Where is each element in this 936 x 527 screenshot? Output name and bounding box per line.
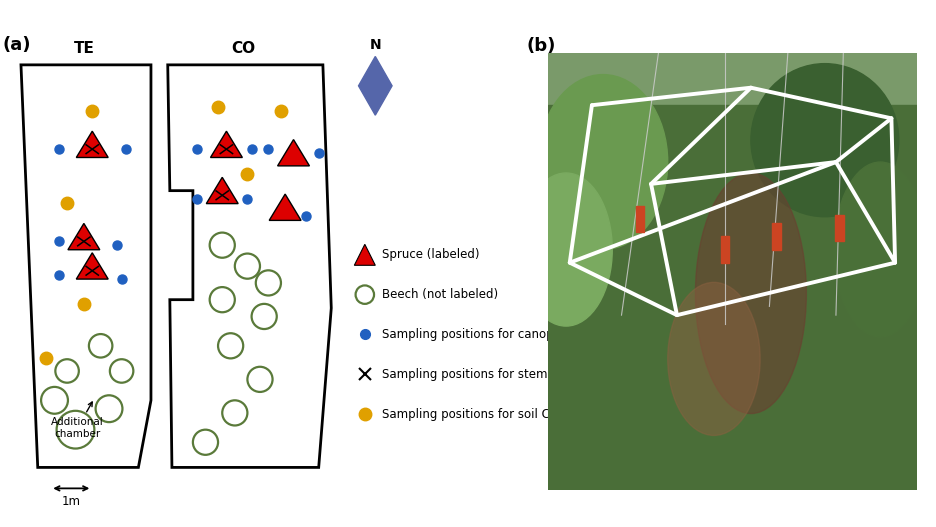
Text: Additional
chamber: Additional chamber [51,402,104,438]
Polygon shape [358,56,392,115]
Polygon shape [270,194,301,220]
Text: (a): (a) [2,35,31,54]
Ellipse shape [695,173,807,414]
Text: Sampling positions for canopy air: Sampling positions for canopy air [382,328,579,341]
Text: (b): (b) [527,37,556,55]
Bar [721,237,729,262]
Polygon shape [206,177,238,203]
Text: CO: CO [231,41,256,55]
Ellipse shape [834,162,927,337]
Polygon shape [77,253,109,279]
Text: Sampling positions for stem CO₂ efflux: Sampling positions for stem CO₂ efflux [382,368,610,381]
Text: N: N [370,38,381,52]
Ellipse shape [519,173,612,326]
Text: 1m: 1m [62,495,80,508]
Bar [548,105,917,490]
Ellipse shape [751,64,899,217]
Polygon shape [355,245,375,265]
Ellipse shape [538,75,667,249]
Bar [636,206,644,232]
Bar [548,53,917,105]
Polygon shape [77,131,109,158]
Text: Spruce (labeled): Spruce (labeled) [382,248,479,261]
Polygon shape [68,223,100,250]
Bar [772,223,782,250]
Ellipse shape [667,282,760,435]
Polygon shape [278,140,310,166]
Polygon shape [168,65,331,467]
Polygon shape [21,65,151,467]
Text: Sampling positions for soil CO₂ efflux: Sampling positions for soil CO₂ efflux [382,408,601,421]
Bar [835,214,844,241]
Text: TE: TE [73,41,95,55]
Polygon shape [211,131,242,158]
Text: Beech (not labeled): Beech (not labeled) [382,288,498,301]
